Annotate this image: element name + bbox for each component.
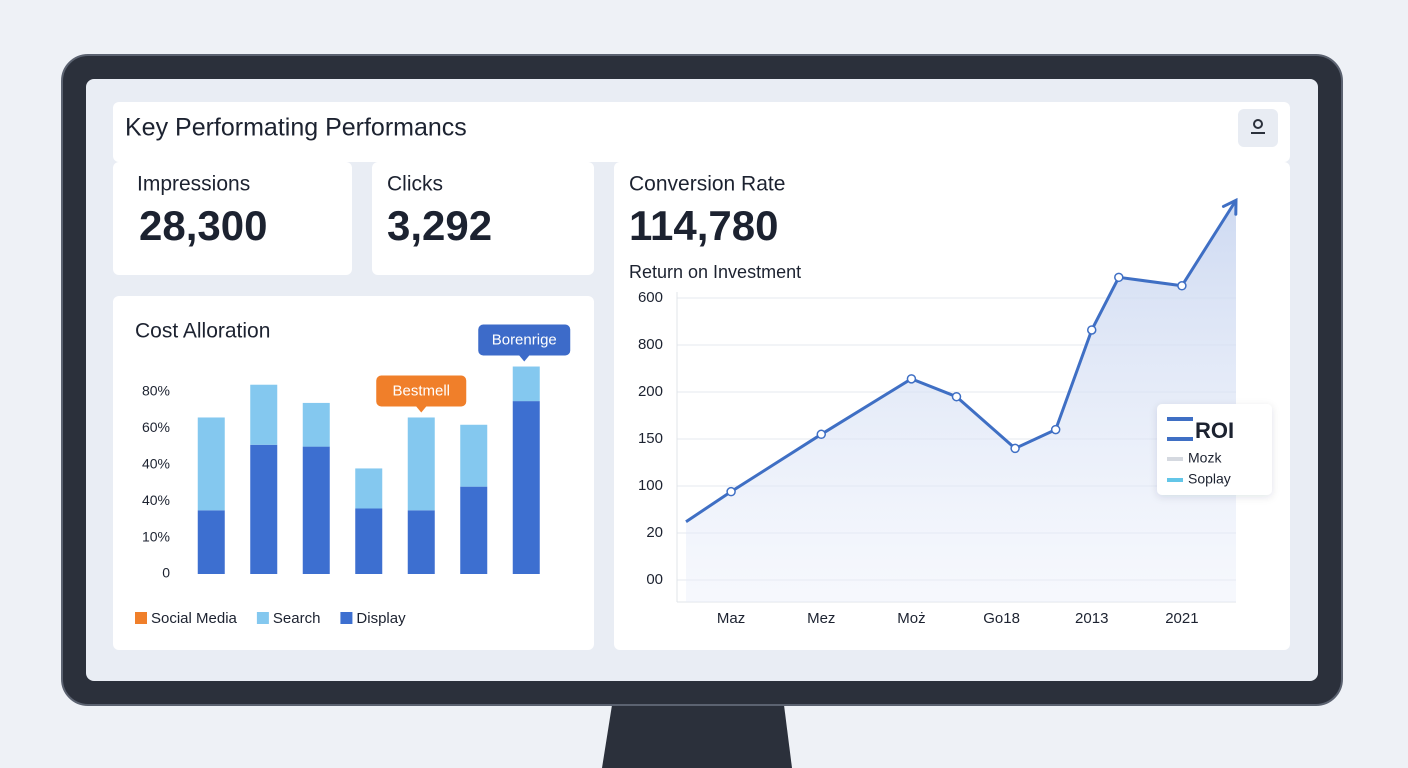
bar-segment (407, 510, 435, 574)
x-tick-label: Maz (717, 610, 745, 627)
page-title: Key Performating Performancs (125, 114, 467, 142)
line-point (1177, 281, 1187, 291)
y-tick-label: 10% (142, 528, 170, 544)
y-tick-label: 800 (638, 336, 663, 353)
x-tick-label: Mez (807, 610, 835, 627)
y-tick-label: 600 (638, 289, 663, 306)
line-point (1050, 424, 1061, 435)
legend-swatch (135, 612, 147, 624)
callout-text: Borenrige (492, 331, 557, 348)
x-tick-label: 2021 (1165, 610, 1198, 627)
line-point (1086, 325, 1097, 335)
y-tick-label: 100 (638, 477, 663, 494)
legend-swatch (256, 612, 269, 624)
line-point (726, 486, 736, 497)
bar-segment (355, 468, 383, 509)
bar-segment (460, 424, 488, 487)
callout-pointer (519, 355, 530, 362)
kpi-card (113, 162, 352, 275)
y-tick-label: 40% (142, 492, 170, 508)
legend-swatch (1167, 478, 1183, 482)
legend-label: ROI (1195, 418, 1234, 443)
line-point (1114, 272, 1124, 283)
bar-segment (460, 486, 488, 574)
bar-segment (197, 417, 225, 511)
bar-segment (302, 446, 330, 574)
x-tick-label: Go18 (983, 610, 1020, 627)
y-tick-label: 200 (638, 383, 663, 400)
y-tick-label: 20 (646, 524, 663, 541)
callout-text: Bestmell (392, 382, 450, 399)
line-arrowhead (1221, 197, 1238, 216)
kpi-label: Impressions (137, 173, 250, 196)
callout-box (376, 375, 467, 407)
bar-segment (250, 444, 278, 574)
user-icon (1253, 119, 1263, 129)
kpi-label: Clicks (387, 173, 443, 196)
x-tick-label: Moż (897, 610, 925, 627)
legend-label: Mozk (1188, 450, 1222, 466)
kpi-value: 28,300 (139, 202, 267, 249)
bar-segment (197, 510, 225, 574)
kpi-value: 3,292 (387, 202, 492, 249)
y-tick-label: 40% (142, 456, 170, 472)
x-tick-label: 2013 (1075, 610, 1108, 627)
line-point (906, 374, 917, 384)
y-tick-label: 80% (142, 383, 170, 399)
bar-segment (407, 417, 435, 511)
callout-box (478, 324, 571, 356)
kpi-value: 114,780 (629, 202, 779, 249)
y-tick-label: 0 (162, 565, 170, 581)
legend-swatch (1167, 437, 1193, 441)
line-point (951, 391, 962, 402)
kpi-card (372, 162, 594, 275)
y-tick-label: 00 (646, 571, 663, 588)
bar-segment (355, 508, 383, 574)
header-bar (113, 102, 1290, 162)
kpi-label: Conversion Rate (629, 173, 785, 196)
legend-swatch (1167, 417, 1193, 421)
bar-segment (512, 401, 540, 574)
legend-box (1157, 404, 1272, 495)
legend-label: Soplay (1188, 471, 1231, 487)
chart-title: Return on Investment (629, 262, 801, 282)
legend-label: Display (356, 610, 406, 627)
legend-swatch (1167, 457, 1183, 461)
bar-segment (250, 384, 278, 445)
bar-segment (302, 402, 330, 447)
monitor-stand (602, 705, 792, 768)
legend-swatch (340, 612, 353, 624)
line-point (816, 429, 827, 440)
chart-title: Cost Alloration (135, 320, 270, 343)
callout-pointer (416, 406, 427, 413)
legend-label: Social Media (151, 610, 238, 627)
bar-segment (512, 366, 540, 402)
y-tick-label: 60% (142, 419, 170, 435)
line-point (1010, 443, 1020, 454)
legend-label: Search (273, 610, 321, 627)
y-tick-label: 150 (638, 430, 663, 447)
